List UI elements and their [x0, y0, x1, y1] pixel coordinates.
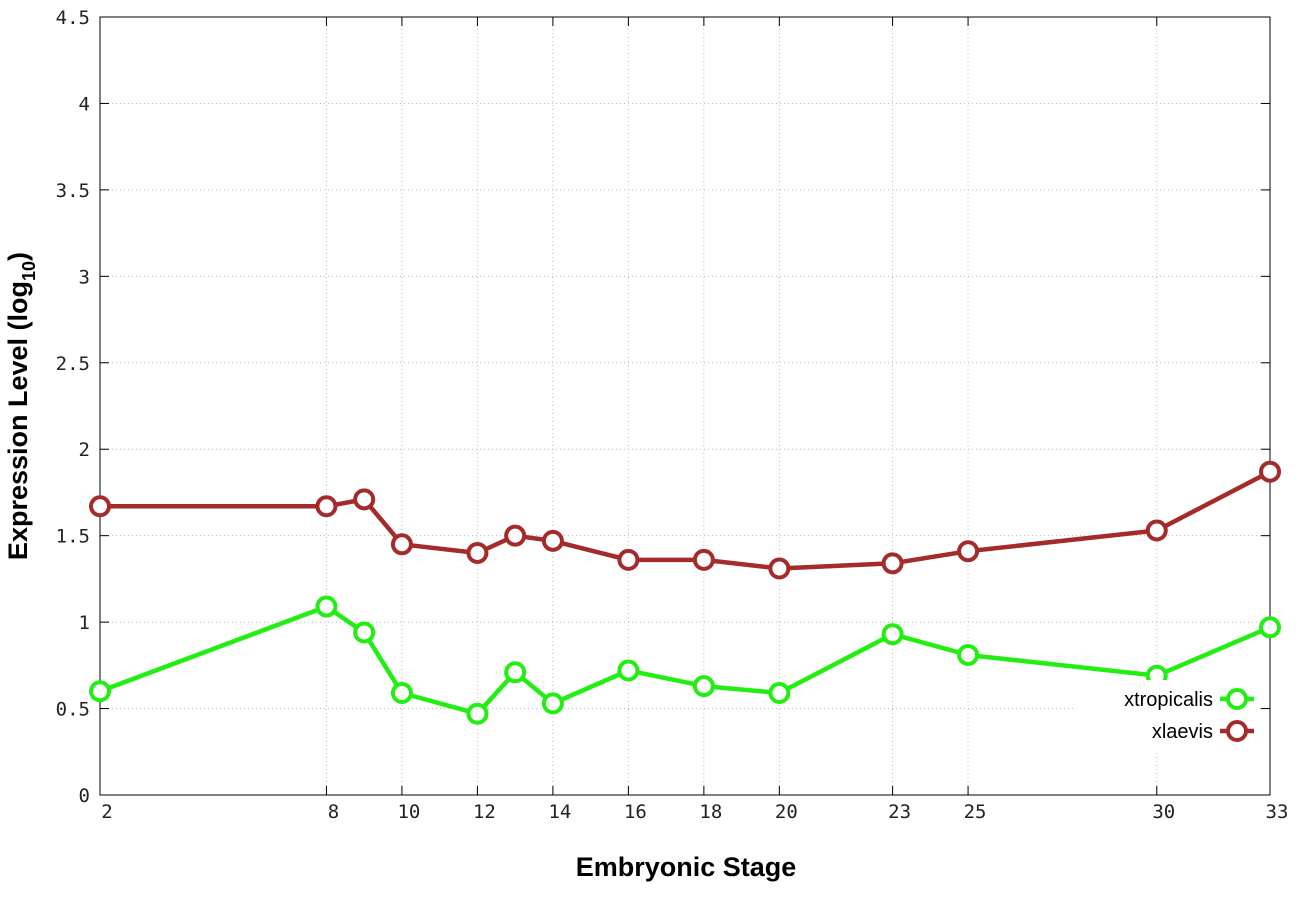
data-point [504, 524, 527, 547]
data-point [89, 680, 111, 703]
y-axis-title-close: ) [3, 252, 33, 261]
y-tick-label: 4.5 [56, 7, 90, 29]
data-point [692, 548, 715, 571]
series-line [100, 469, 1272, 571]
y-axis-title-main: Expression Level (log [3, 281, 33, 560]
series-xlaevis [89, 460, 1281, 580]
data-point [390, 681, 413, 704]
data-point [768, 557, 791, 580]
y-tick-label: 3.5 [56, 180, 90, 202]
data-point [617, 659, 640, 682]
data-point [541, 529, 564, 552]
y-tick-label: 0.5 [56, 699, 90, 721]
x-tick-label: 18 [699, 801, 722, 823]
legend-item-xtropicalis: xtropicalis [1124, 688, 1254, 711]
data-point [768, 681, 791, 704]
data-point [466, 702, 489, 725]
y-axis-title: Expression Level (log10) [3, 252, 39, 560]
y-tick-label: 1.5 [56, 526, 90, 548]
data-point [1145, 519, 1168, 542]
data-point [881, 552, 904, 575]
x-tick-label: 12 [473, 801, 496, 823]
data-point [1259, 460, 1281, 483]
legend-item-xlaevis: xlaevis [1152, 720, 1254, 743]
data-point [957, 643, 980, 666]
y-tick-label: 2.5 [56, 353, 90, 375]
data-point [881, 623, 904, 646]
x-tick-label: 2 [101, 801, 112, 823]
x-tick-label: 30 [1152, 801, 1175, 823]
y-tick-label: 2 [79, 439, 90, 461]
legend-label: xlaevis [1152, 721, 1213, 743]
x-axis-title: Embryonic Stage [576, 852, 797, 882]
y-axis-title-subscript: 10 [19, 261, 39, 281]
y-tick-label: 3 [79, 266, 90, 288]
y-tick-label: 0 [79, 785, 90, 807]
x-tick-label: 20 [775, 801, 798, 823]
data-point [957, 540, 980, 563]
data-point [466, 541, 489, 564]
x-tick-label: 25 [964, 801, 987, 823]
y-tick-label: 1 [79, 612, 90, 634]
data-point [89, 495, 111, 518]
y-tick-label: 4 [79, 93, 90, 115]
axis-ticks: 0 0.5 1 1.5 2 2.5 3 3.5 4 4.5 2 8 10 12 14 16 18 20 23 25 30… [56, 7, 1289, 823]
grid [100, 17, 1270, 795]
data-point [353, 488, 376, 511]
legend-marker [1226, 720, 1248, 742]
legend-label: xtropicalis [1124, 689, 1213, 711]
x-tick-label: 14 [548, 801, 571, 823]
x-tick-label: 10 [397, 801, 420, 823]
data-point [1259, 616, 1281, 639]
data-point [541, 692, 564, 715]
x-tick-label: 33 [1266, 801, 1289, 823]
x-tick-label: 23 [888, 801, 911, 823]
series-line [99, 604, 1271, 716]
legend-marker [1226, 688, 1248, 710]
data-point [617, 548, 640, 571]
data-point [692, 675, 715, 698]
data-point [353, 621, 376, 644]
data-point [390, 533, 413, 556]
data-point [315, 595, 338, 618]
data-point [315, 495, 338, 518]
x-tick-label: 16 [624, 801, 647, 823]
data-point [504, 661, 527, 684]
plot-frame [99, 16, 1271, 796]
x-tick-label: 8 [328, 801, 339, 823]
legend: xtropicalis xlaevis [1074, 680, 1260, 752]
